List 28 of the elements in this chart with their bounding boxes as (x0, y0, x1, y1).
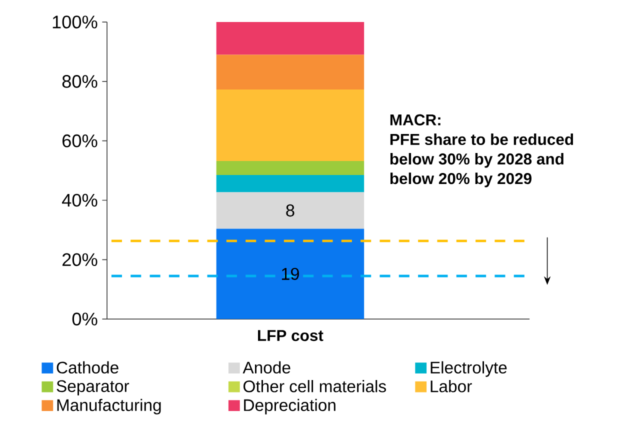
y-tick-label: 20% (62, 253, 98, 266)
bar (216, 160, 364, 175)
bar (216, 54, 364, 90)
bar (216, 192, 364, 229)
y-tick-label: 60% (62, 134, 98, 148)
legend-label: Cathode (56, 361, 118, 374)
annotation: PFE share to be reduced (390, 133, 574, 145)
y-tick-label: 100% (52, 15, 98, 28)
bar (216, 89, 364, 161)
legend-label: Separator (56, 380, 130, 396)
bar (216, 174, 364, 192)
legend-label: Labor (430, 380, 472, 392)
bar (216, 22, 364, 55)
legend-label: Electrolyte (430, 361, 507, 377)
annotation: below 30% by 2028 and (390, 152, 564, 168)
legend-label: Manufacturing (57, 398, 161, 414)
annotation: 8 (286, 204, 294, 216)
y-tick-label: 80% (62, 74, 98, 88)
legend-label: Anode (242, 361, 290, 374)
annotation: MACR: (390, 114, 440, 126)
annotation: below 20% by 2029 (390, 172, 532, 188)
bar (216, 228, 364, 319)
legend-label: Other cell materials (244, 380, 386, 392)
x-tick-label: LFP cost (258, 330, 324, 341)
y-tick-label: 0% (72, 312, 98, 326)
legend-label: Depreciation (244, 398, 336, 414)
annotation: 19 (282, 268, 299, 280)
y-tick-label: 40% (62, 194, 98, 207)
